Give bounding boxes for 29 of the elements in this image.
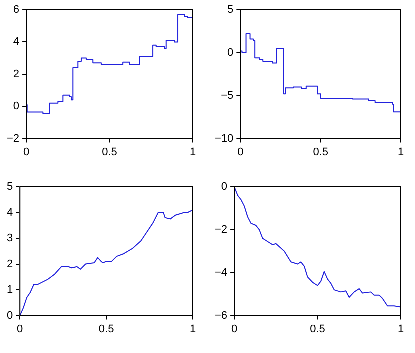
y-tick-label: 0 <box>13 100 20 113</box>
y-tick-label: 2 <box>13 68 20 80</box>
x-tick-label: 1 <box>398 323 404 336</box>
x-tick-label: 0.5 <box>310 323 326 336</box>
y-tick-label: −2 <box>6 132 20 145</box>
y-tick-label: 3 <box>6 232 14 245</box>
x-tick-label: 1 <box>190 146 196 158</box>
y-tick-label: 4 <box>6 206 14 219</box>
y-tick-label: 2 <box>6 258 14 270</box>
y-tick-label: 5 <box>6 181 14 194</box>
x-tick-label: 0.5 <box>313 146 328 158</box>
y-tick-label: 0 <box>6 310 14 322</box>
y-tick-label: 6 <box>13 4 20 16</box>
y-tick-label: −10 <box>214 132 234 145</box>
x-tick-label: 0.5 <box>98 323 114 336</box>
y-tick-label: −4 <box>214 266 228 279</box>
y-tick-label: 1 <box>6 284 14 296</box>
y-tick-label: −5 <box>221 90 234 102</box>
y-tick-label: −2 <box>214 224 228 236</box>
y-tick-label: 0 <box>221 181 228 194</box>
x-tick-label: 0 <box>238 146 244 158</box>
x-tick-label: 1 <box>190 323 196 336</box>
y-tick-label: −6 <box>214 310 228 322</box>
x-tick-label: 1 <box>398 146 404 158</box>
y-tick-label: 4 <box>13 36 20 48</box>
y-tick-label: 5 <box>228 4 234 16</box>
x-tick-label: 0 <box>23 146 30 158</box>
x-tick-label: 0.5 <box>102 146 118 158</box>
y-tick-label: 0 <box>228 46 234 59</box>
